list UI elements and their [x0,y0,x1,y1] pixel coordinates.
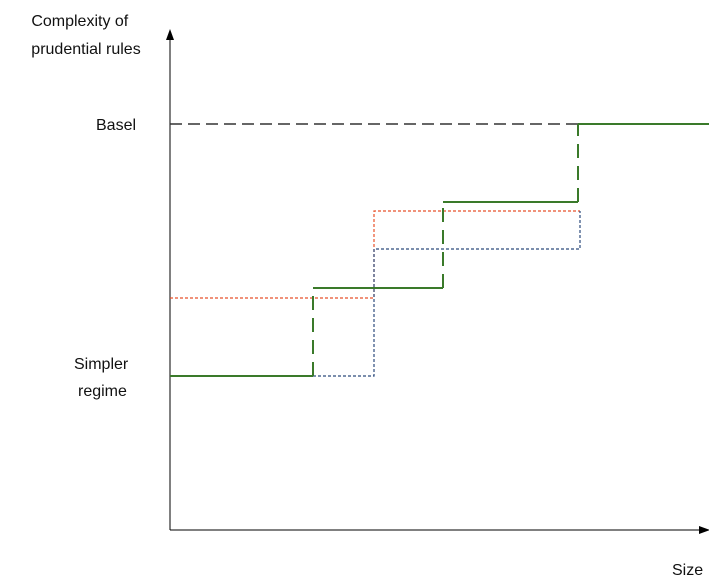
simpler-regime-label: Simpler regime [74,356,133,400]
orange-path-line [170,210,580,299]
x-axis-label: Size [672,562,703,579]
basel-level-label: Basel [96,117,136,134]
simpler-regime-label-line-1: Simpler [74,356,129,373]
blue-path-line [313,211,581,377]
axes [166,29,709,534]
y-axis-label: Complexity of prudential rules [31,13,140,58]
x-axis-arrowhead [699,526,709,534]
orange-step-path [170,210,580,299]
y-axis-label-line-2: prudential rules [31,41,140,58]
blue-step-path [313,211,581,377]
simpler-regime-label-line-2: regime [78,383,127,400]
y-axis-label-line-1: Complexity of [31,13,128,30]
y-axis-arrowhead [166,29,174,40]
green-step-path [170,123,709,377]
